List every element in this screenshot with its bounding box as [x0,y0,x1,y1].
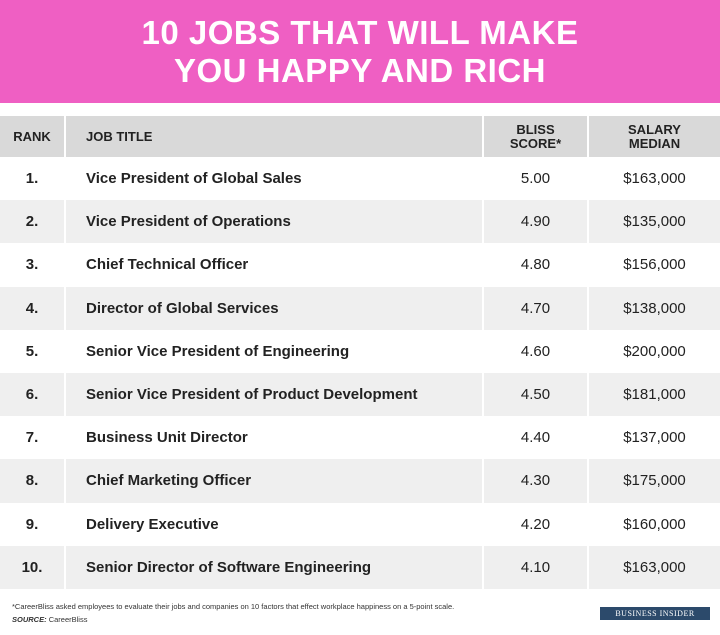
job-title: Senior Vice President of Product Develop… [64,372,483,417]
column-header: SALARY MEDIAN [587,116,720,157]
rank: 1. [25,170,39,188]
table-row: 1. Vice President of Global Sales 5.00 $163… [0,157,720,201]
bliss-score: 4.80 [482,243,588,287]
source-value: CareerBliss [48,615,88,624]
job-title: Business Unit Director [64,416,483,460]
table-row: 5. Senior Vice President of Engineering 4.… [0,329,720,373]
salary: $135,000 [587,200,720,244]
salary: $181,000 [587,372,720,417]
header: 10 JOBS THAT WILL MAKE YOU HAPPY AND RIC… [0,0,720,103]
salary: $163,000 [587,545,720,589]
column-header-line: JOB TITLE [86,128,153,144]
job-title: Vice President of Operations [64,200,483,244]
rank: 7. [25,429,39,447]
salary: $163,000 [587,157,720,201]
footer: *CareerBliss asked employees to evaluate… [12,600,454,626]
column-header-line: RANK [13,128,51,144]
bliss-score: 4.20 [482,502,588,546]
rank: 5. [25,342,39,360]
salary: $160,000 [587,502,720,546]
salary: $137,000 [587,416,720,460]
bliss-score: 4.50 [482,372,588,417]
table-row: 6. Senior Vice President of Product Devel… [0,372,720,417]
salary: $138,000 [587,286,720,330]
column-header-line: SALARY [628,121,681,137]
job-title: Chief Technical Officer [64,243,483,287]
bliss-score: 4.10 [482,545,588,589]
header-row: RANK JOB TITLE BLISS SCORE* SALARY MEDIAN [0,116,720,157]
job-title: Senior Director of Software Engineering [64,545,483,589]
column-header-line: SCORE* [509,135,562,151]
footnote: *CareerBliss asked employees to evaluate… [12,602,455,611]
table: RANK JOB TITLE BLISS SCORE* SALARY MEDIAN 1. V… [0,116,720,589]
rank: 10. [0,545,65,589]
title-line: 10 JOBS THAT WILL MAKE [141,13,579,51]
rank: 9. [25,515,39,533]
rank: 8. [0,459,65,503]
bliss-score: 5.00 [482,157,588,201]
bliss-score: 4.40 [482,416,588,460]
rank: 4. [0,286,65,330]
table-row: 8. Chief Marketing Officer 4.30 $175,000 [0,459,720,503]
source: SOURCE: CareerBliss [12,613,454,626]
table-body: 1. Vice President of Global Sales 5.00 $163… [0,157,720,589]
title-line: YOU HAPPY AND RICH [173,51,547,89]
bliss-score: 4.30 [482,459,588,503]
table-row: 9. Delivery Executive 4.20 $160,000 [0,502,720,546]
bliss-score: 4.60 [482,329,588,373]
column-header-line: BLISS [516,121,555,137]
column-header: RANK [0,116,65,157]
job-title: Senior Vice President of Engineering [64,329,483,373]
job-title: Delivery Executive [64,502,483,546]
job-title: Director of Global Services [64,286,483,330]
rank: 3. [25,256,39,274]
column-header: JOB TITLE [64,116,483,157]
source-label: SOURCE: [12,615,47,624]
table-row: 4. Director of Global Services 4.70 $138,00… [0,286,720,330]
table-row: 7. Business Unit Director 4.40 $137,000 [0,416,720,460]
job-title: Chief Marketing Officer [64,459,483,503]
rank: 6. [0,372,65,417]
job-title: Vice President of Global Sales [64,157,483,201]
salary: $200,000 [587,329,720,373]
rank: 2. [0,200,65,244]
bliss-score: 4.70 [482,286,588,330]
table-row: 3. Chief Technical Officer 4.80 $156,000 [0,243,720,287]
salary: $175,000 [587,459,720,503]
salary: $156,000 [587,243,720,287]
column-header-line: MEDIAN [628,135,681,151]
table-row: 2. Vice President of Operations 4.90 $135,0… [0,200,720,244]
table-row: 10. Senior Director of Software Engineeri… [0,545,720,589]
column-header: BLISS SCORE* [482,116,588,157]
logo: BUSINESS INSIDER [600,607,710,620]
bliss-score: 4.90 [482,200,588,244]
